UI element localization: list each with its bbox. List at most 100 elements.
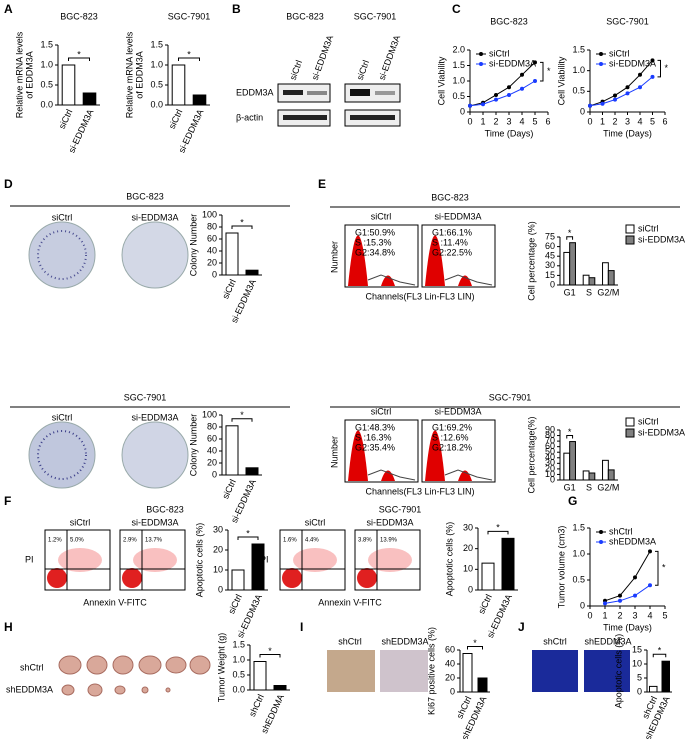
- plate-image: [37, 430, 87, 480]
- y-tick-label: 0: [637, 686, 642, 696]
- sig-label: *: [473, 638, 477, 648]
- y-tick-label: 1.5: [572, 522, 585, 532]
- y-tick-label: 5: [637, 672, 642, 682]
- x-tick-label: 0: [467, 116, 472, 126]
- legend-label: shEDDM3A: [609, 536, 656, 546]
- data-point: [520, 86, 524, 91]
- y-axis-label: Tumor volume (cm3): [556, 526, 566, 609]
- x-tick-label: G1: [564, 287, 576, 297]
- series-line: [469, 62, 536, 107]
- protein-label: EDDM3A: [236, 87, 274, 97]
- x-tick-label: siCtrl: [57, 108, 75, 131]
- y-tick-label: 50: [545, 447, 555, 457]
- sig-label: *: [246, 528, 250, 538]
- bar: [563, 452, 571, 481]
- blot-band: [375, 91, 395, 95]
- sig-label: *: [547, 66, 551, 76]
- panel-label: G: [568, 494, 577, 508]
- data-point: [618, 593, 622, 598]
- panel-label: F: [4, 494, 11, 508]
- y-axis-label: Cell percentage (%): [526, 221, 536, 301]
- legend-label: siCtrl: [638, 416, 659, 426]
- x-tick-label: S: [586, 482, 592, 492]
- y-tick-label: 15: [545, 270, 555, 280]
- y-tick-label: 20: [207, 457, 217, 467]
- legend-label: siCtrl: [638, 223, 659, 233]
- data-point: [625, 91, 630, 96]
- group-label: siCtrl: [371, 406, 392, 416]
- sig-label: *: [77, 49, 81, 59]
- bar: [569, 242, 576, 286]
- legend-label: si-EDDM3A: [638, 234, 685, 244]
- y-tick-label: 0.5: [572, 574, 585, 584]
- x-tick-label: 1: [480, 116, 485, 126]
- sig-bracket: [655, 550, 659, 586]
- y-tick-label: 0: [212, 469, 217, 479]
- quadrant-label: 5.0%: [70, 538, 84, 544]
- bar: [588, 472, 596, 481]
- group-label: si-EDDM3A: [434, 406, 481, 416]
- x-tick-label: shCtrl: [247, 693, 266, 719]
- quadrant-label: 2.9%: [123, 538, 137, 544]
- x-tick-label: 5: [532, 116, 537, 126]
- bar: [61, 64, 76, 106]
- data-point: [650, 58, 655, 63]
- x-tick-label: 4: [519, 116, 524, 126]
- legend-swatch: [625, 428, 635, 438]
- bar: [481, 562, 495, 591]
- dot-cloud: [47, 568, 67, 588]
- bar: [501, 537, 515, 591]
- tunel-image: [532, 650, 578, 692]
- bar: [225, 232, 239, 276]
- y-tick-label: 10: [632, 658, 642, 668]
- protein-label: β-actin: [236, 112, 263, 122]
- y-tick-label: 10: [545, 469, 555, 479]
- data-point: [638, 72, 642, 77]
- y-tick-label: 0.5: [150, 79, 163, 89]
- y-tick-label: 0.5: [40, 79, 53, 89]
- phase-label: G2:22.5%: [432, 247, 472, 257]
- histogram-peak: [425, 430, 445, 481]
- group-label: siCtrl: [70, 517, 91, 527]
- bar: [192, 94, 207, 106]
- legend-swatch: [625, 224, 635, 234]
- x-tick-label: siCtrl: [226, 593, 244, 616]
- y-tick-label: 1.0: [572, 65, 585, 75]
- bar: [477, 677, 488, 693]
- y-tick-label: 100: [202, 409, 217, 419]
- group-label: shEDDM3A: [381, 636, 428, 646]
- x-axis-label: Time (Days): [485, 128, 534, 138]
- x-tick-label: 2: [617, 610, 622, 620]
- blot-title: BGC-823: [286, 11, 324, 21]
- quadrant-label: 13.7%: [145, 538, 163, 544]
- plate-image: [121, 221, 189, 289]
- section-title: SGC-7901: [124, 392, 167, 402]
- y-tick-label: 0: [460, 106, 465, 116]
- y-tick-label: 75: [545, 231, 555, 241]
- y-tick-label: 10: [463, 564, 473, 574]
- data-point: [507, 92, 511, 97]
- group-label: si-EDDM3A: [131, 212, 178, 222]
- y-tick-label: 60: [445, 644, 455, 654]
- y-tick-label: 20: [213, 544, 223, 554]
- lane-label: si-EDDM3A: [310, 34, 335, 82]
- y-tick-label: 30: [213, 524, 223, 534]
- data-point: [468, 103, 472, 108]
- x-tick-label: 0: [587, 610, 592, 620]
- bar: [251, 543, 265, 591]
- y-tick-label: 0.5: [232, 669, 245, 679]
- legend-label: si-EDDM3A: [638, 427, 685, 437]
- legend-marker: [479, 62, 483, 66]
- sig-label: *: [665, 63, 669, 73]
- sig-bracket: [487, 530, 509, 535]
- y-tick-label: 1.5: [40, 39, 53, 49]
- data-point: [533, 79, 537, 83]
- y-tick-label: 10: [213, 564, 223, 574]
- axis-label: Number: [329, 436, 339, 468]
- legend-swatch: [625, 417, 635, 427]
- histogram-peak: [381, 275, 395, 286]
- sig-bracket: [566, 435, 574, 439]
- dot-cloud: [133, 548, 177, 572]
- x-tick-label: G2/M: [597, 482, 619, 492]
- x-tick-label: 6: [545, 116, 550, 126]
